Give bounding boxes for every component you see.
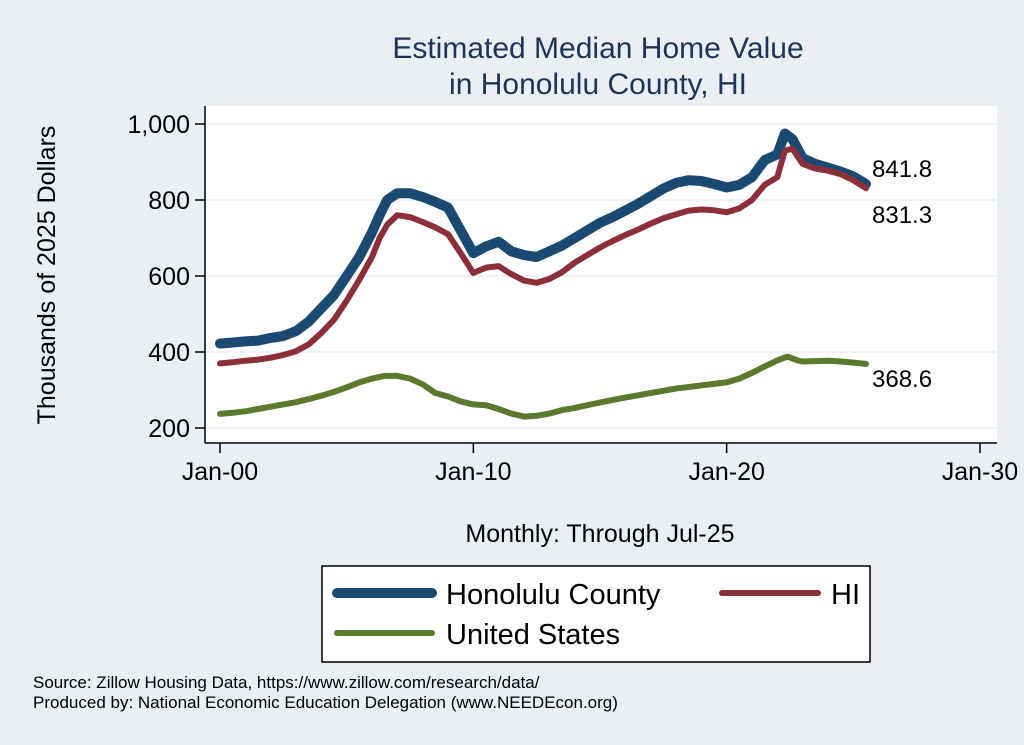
x-axis-title: Monthly: Through Jul-25 [465, 520, 734, 548]
legend-label-united-states: United States [446, 619, 620, 651]
y-tick-label: 800 [148, 187, 190, 215]
end-label-honolulu-county: 841.8 [872, 156, 932, 183]
y-tick-label: 600 [148, 263, 190, 291]
chart-title: Estimated Median Home Value in Honolulu … [392, 32, 803, 101]
footer-source: Source: Zillow Housing Data, https://www… [33, 673, 540, 692]
y-axis: 200 400 600 800 1,000 [127, 106, 206, 443]
end-label-hi: 831.3 [872, 202, 932, 229]
legend-box [321, 565, 871, 663]
series-line-united-states [217, 353, 869, 420]
legend-label-hi: HI [831, 579, 860, 611]
x-tick-label: Jan-20 [688, 458, 764, 486]
y-tick-label: 1,000 [127, 111, 190, 139]
legend: Honolulu County HI United States [321, 565, 871, 663]
series-line-honolulu-county [215, 128, 871, 349]
end-label-united-states: 368.6 [872, 366, 932, 393]
end-labels: 841.8 831.3 368.6 [872, 156, 932, 393]
x-tick-label: Jan-00 [182, 458, 258, 486]
footer-produced-by: Produced by: National Economic Education… [33, 693, 618, 712]
x-axis: Jan-00 Jan-10 Jan-20 Jan-30 [182, 442, 1018, 486]
chart-title-line-2: in Honolulu County, HI [449, 68, 747, 101]
series-lines [215, 128, 871, 420]
plot-area [205, 106, 997, 443]
series-line-hi [217, 145, 869, 367]
grid-lines [205, 123, 997, 429]
x-tick-label: Jan-10 [435, 458, 511, 486]
legend-label-honolulu-county: Honolulu County [446, 579, 661, 611]
y-tick-label: 200 [148, 415, 190, 443]
y-axis-title: Thousands of 2025 Dollars [33, 126, 61, 425]
x-tick-label: Jan-30 [942, 458, 1018, 486]
chart-title-line-1: Estimated Median Home Value [392, 32, 803, 65]
y-tick-label: 400 [148, 339, 190, 367]
